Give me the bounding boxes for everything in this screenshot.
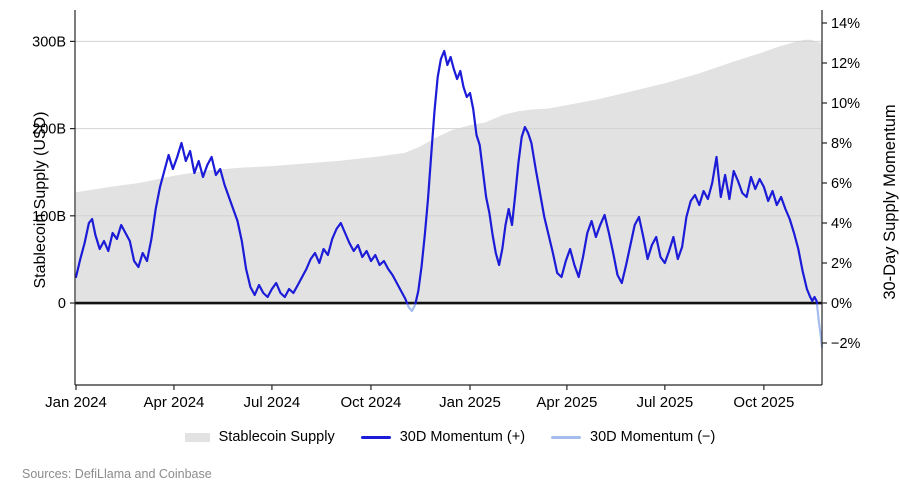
momentum-line-positive xyxy=(74,49,819,305)
legend-item-momentum-positive: 30D Momentum (+) xyxy=(360,429,526,445)
left-tick-label: 100B xyxy=(32,209,66,225)
x-tick-label: Jul 2024 xyxy=(244,394,301,411)
x-tick-label: Jul 2025 xyxy=(636,394,693,411)
legend-label-momentum-negative: 30D Momentum (−) xyxy=(590,429,716,445)
right-tick-label: −2% xyxy=(831,336,861,352)
sources-note: Sources: DefiLlama and Coinbase xyxy=(22,467,212,481)
supply-momentum-chart: 0 100B 200B 300B −2% 0% 2% 4% 6% 8% 10% 12% 14% Jan 2… xyxy=(32,10,899,411)
right-tick-label: 8% xyxy=(831,136,852,152)
right-tick-label: 4% xyxy=(831,216,852,232)
left-axis-title: Stablecoin Supply (USD) xyxy=(32,112,49,289)
legend-label-momentum-positive: 30D Momentum (+) xyxy=(399,429,526,445)
legend-label-supply: Stablecoin Supply xyxy=(218,429,335,445)
chart-legend: Stablecoin Supply 30D Momentum (+) 30D M… xyxy=(0,429,900,445)
left-tick-label: 0 xyxy=(58,296,66,312)
x-tick-label: Oct 2024 xyxy=(341,394,402,411)
right-tick-label: 14% xyxy=(831,16,860,32)
x-tick-label: Apr 2025 xyxy=(536,394,597,411)
x-tick-label: Jan 2025 xyxy=(439,394,501,411)
right-tick-label: 6% xyxy=(831,176,852,192)
legend-item-momentum-negative: 30D Momentum (−) xyxy=(551,429,715,445)
right-tick-label: 12% xyxy=(831,56,860,72)
x-tick-label: Apr 2024 xyxy=(144,394,205,411)
x-tick-label: Jan 2024 xyxy=(45,394,107,411)
x-tick-label: Oct 2025 xyxy=(733,394,794,411)
right-tick-label: 2% xyxy=(831,256,852,272)
left-tick-label: 200B xyxy=(32,122,66,138)
legend-swatch-1 xyxy=(360,435,391,439)
supply-area xyxy=(76,39,822,303)
right-tick-label: 0% xyxy=(831,296,852,312)
right-axis-title: 30-Day Supply Momentum xyxy=(881,104,899,299)
legend-swatch-0 xyxy=(184,432,210,442)
right-tick-label: 10% xyxy=(831,96,860,112)
legend-swatch-2 xyxy=(551,435,582,439)
legend-item-supply: Stablecoin Supply xyxy=(184,429,335,445)
left-tick-label: 300B xyxy=(32,34,66,50)
